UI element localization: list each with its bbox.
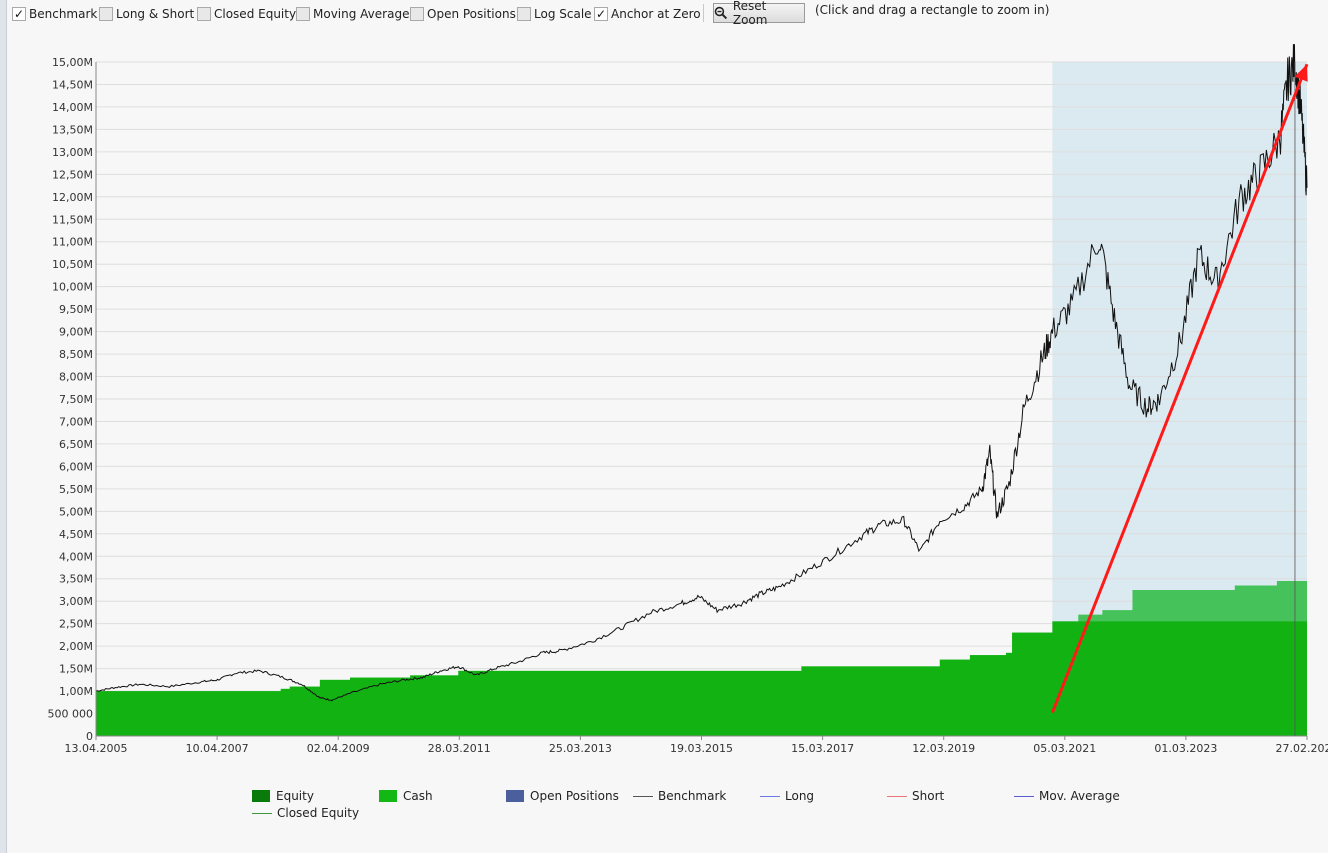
anchor-check-icon: ✓	[594, 7, 608, 21]
y-tick-label: 7,50M	[59, 393, 93, 406]
y-tick-label: 0	[86, 730, 93, 743]
y-tick-label: 2,50M	[59, 618, 93, 631]
moving-average-box-icon	[296, 7, 310, 21]
y-tick-label: 1,00M	[59, 685, 93, 698]
benchmark-checkbox-label: Benchmark	[29, 7, 98, 21]
legend-label: Mov. Average	[1039, 789, 1120, 803]
zoom-hint: (Click and drag a rectangle to zoom in)	[815, 3, 1050, 17]
benchmark-line	[95, 44, 1308, 702]
legend-swatch-icon	[506, 790, 524, 802]
equity-chart[interactable]: 0 500 000 1,00M 1,50M 2,00M 2,50M 3,00M 3,50M 4,…	[0, 28, 1328, 768]
closed-equity-checkbox-label: Closed Equity	[214, 7, 297, 21]
legend-item-closed-equity[interactable]: Closed Equity	[252, 806, 359, 820]
y-tick-label: 500 000	[48, 708, 94, 721]
trend-arrow-head	[1294, 64, 1308, 82]
y-tick-label: 10,50M	[52, 258, 93, 271]
y-tick-label: 5,00M	[59, 505, 93, 518]
reset-zoom-label: Reset Zoom	[732, 0, 768, 27]
open-positions-box-icon	[410, 7, 424, 21]
y-tick-label: 12,50M	[52, 168, 93, 181]
y-tick-label: 15,00M	[52, 56, 93, 69]
y-tick-label: 6,50M	[59, 438, 93, 451]
y-tick-label: 5,50M	[59, 483, 93, 496]
legend-label: Cash	[403, 789, 433, 803]
legend-swatch-icon	[252, 790, 270, 802]
long-short-box-icon	[99, 7, 113, 21]
toolbar-separator	[703, 4, 704, 22]
moving-average-checkbox[interactable]: Moving Average	[296, 6, 409, 22]
x-tick-label: 19.03.2015	[670, 742, 733, 755]
closed-equity-box-icon	[197, 7, 211, 21]
x-tick-label: 15.03.2017	[791, 742, 854, 755]
closed-equity-checkbox[interactable]: Closed Equity	[197, 6, 296, 22]
reset-zoom-button[interactable]: Reset Zoom	[713, 0, 805, 27]
legend-swatch-icon	[760, 795, 780, 797]
y-tick-label: 6,00M	[59, 460, 93, 473]
y-tick-label: 2,00M	[59, 640, 93, 653]
legend-item-short[interactable]: Short	[887, 789, 944, 803]
x-tick-label: 05.03.2021	[1033, 742, 1096, 755]
y-tick-label: 7,00M	[59, 415, 93, 428]
legend-swatch-icon	[1014, 795, 1034, 797]
legend-item-equity[interactable]: Equity	[252, 789, 314, 803]
window-left-edge	[0, 0, 7, 853]
y-tick-label: 1,50M	[59, 663, 93, 676]
y-tick-label: 9,00M	[59, 326, 93, 339]
x-tick-label: 12.03.2019	[912, 742, 975, 755]
equity-area	[96, 621, 1307, 736]
y-tick-label: 11,00M	[52, 236, 93, 249]
y-tick-label: 13,50M	[52, 123, 93, 136]
x-tick-label: 28.03.2011	[428, 742, 491, 755]
benchmark-check-icon: ✓	[12, 7, 26, 21]
legend-label: Short	[912, 789, 945, 803]
legend-label: Benchmark	[658, 789, 727, 803]
y-tick-label: 14,50M	[52, 78, 93, 91]
x-tick-label: 13.04.2005	[65, 742, 128, 755]
y-tick-label: 4,00M	[59, 550, 93, 563]
zoom-out-icon	[714, 6, 728, 20]
y-tick-label: 4,50M	[59, 528, 93, 541]
legend-item-mov-average[interactable]: Mov. Average	[1014, 789, 1120, 803]
y-tick-label: 13,00M	[52, 146, 93, 159]
benchmark-checkbox[interactable]: ✓ Benchmark	[12, 6, 97, 22]
x-tick-label: 27.02.2025	[1276, 742, 1328, 755]
x-tick-label: 10.04.2007	[186, 742, 249, 755]
legend-swatch-icon	[633, 795, 653, 797]
y-tick-label: 8,50M	[59, 348, 93, 361]
legend-item-long[interactable]: Long	[760, 789, 814, 803]
legend-item-cash[interactable]: Cash	[379, 789, 433, 803]
legend-label: Open Positions	[530, 789, 619, 803]
x-tick-label: 25.03.2013	[549, 742, 612, 755]
log-scale-checkbox-label: Log Scale	[534, 7, 592, 21]
trend-arrow-line	[1051, 63, 1309, 714]
legend-label: Closed Equity	[277, 806, 360, 820]
anchor-at-zero-checkbox[interactable]: ✓ Anchor at Zero	[594, 6, 701, 22]
legend-swatch-icon	[252, 812, 272, 814]
long-short-checkbox[interactable]: Long & Short	[99, 6, 194, 22]
chart-toolbar: ✓ Benchmark Long & Short Closed Equity M…	[0, 0, 1328, 28]
y-tick-label: 9,50M	[59, 303, 93, 316]
x-tick-label: 02.04.2009	[307, 742, 370, 755]
open-positions-checkbox-label: Open Positions	[427, 7, 516, 21]
y-tick-label: 10,00M	[52, 281, 93, 294]
moving-average-checkbox-label: Moving Average	[313, 7, 410, 21]
y-tick-label: 11,50M	[52, 213, 93, 226]
legend-swatch-icon	[887, 795, 907, 797]
legend-label: Long	[785, 789, 815, 803]
legend-label: Equity	[276, 789, 314, 803]
x-tick-label: 01.03.2023	[1154, 742, 1217, 755]
legend-item-open-positions[interactable]: Open Positions	[506, 789, 619, 803]
open-positions-checkbox[interactable]: Open Positions	[410, 6, 516, 22]
anchor-at-zero-checkbox-label: Anchor at Zero	[611, 7, 701, 21]
y-tick-label: 3,50M	[59, 573, 93, 586]
long-short-checkbox-label: Long & Short	[116, 7, 195, 21]
log-scale-checkbox[interactable]: Log Scale	[517, 6, 592, 22]
y-tick-label: 12,00M	[52, 191, 93, 204]
y-tick-label: 3,00M	[59, 595, 93, 608]
legend-swatch-icon	[379, 790, 397, 802]
legend-item-benchmark[interactable]: Benchmark	[633, 789, 726, 803]
y-tick-label: 8,00M	[59, 371, 93, 384]
y-tick-label: 14,00M	[52, 101, 93, 114]
log-scale-box-icon	[517, 7, 531, 21]
